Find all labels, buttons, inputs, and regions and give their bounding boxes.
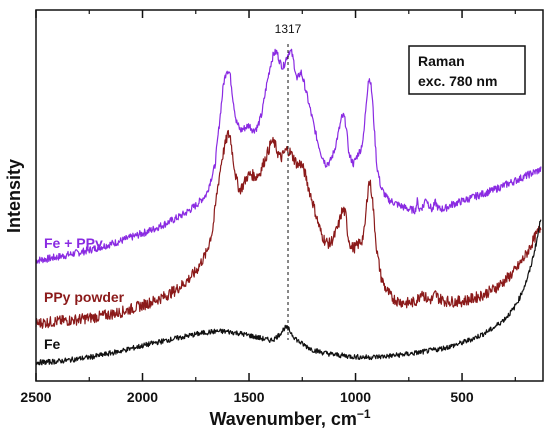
series-label-fe: Fe <box>44 336 61 352</box>
series-label-fe-ppy: Fe + PPy <box>44 235 103 251</box>
x-tick-label-1000: 1000 <box>340 389 371 405</box>
annotation-label-1317: 1317 <box>275 22 302 36</box>
x-axis-title: Wavenumber, cm−1 <box>209 407 370 429</box>
series-line-ppy-powder <box>35 129 542 329</box>
x-axis-title-superscript: −1 <box>357 407 371 421</box>
plot-frame <box>35 9 544 382</box>
x-axis-ticks: 2500 2000 1500 1000 500 <box>20 10 516 405</box>
info-box-line-2: exc. 780 nm <box>418 73 497 89</box>
series-label-ppy-powder: PPy powder <box>44 289 125 305</box>
info-box-frame <box>408 45 526 95</box>
info-box: Raman exc. 780 nm <box>408 45 526 95</box>
x-tick-label-1500: 1500 <box>233 389 264 405</box>
x-tick-label-2500: 2500 <box>20 389 51 405</box>
y-axis-title: Intensity <box>4 159 24 233</box>
x-tick-label-500: 500 <box>450 389 474 405</box>
x-axis-title-text: Wavenumber, cm <box>209 409 356 429</box>
info-box-line-1: Raman <box>418 53 465 69</box>
x-tick-label-2000: 2000 <box>127 389 158 405</box>
